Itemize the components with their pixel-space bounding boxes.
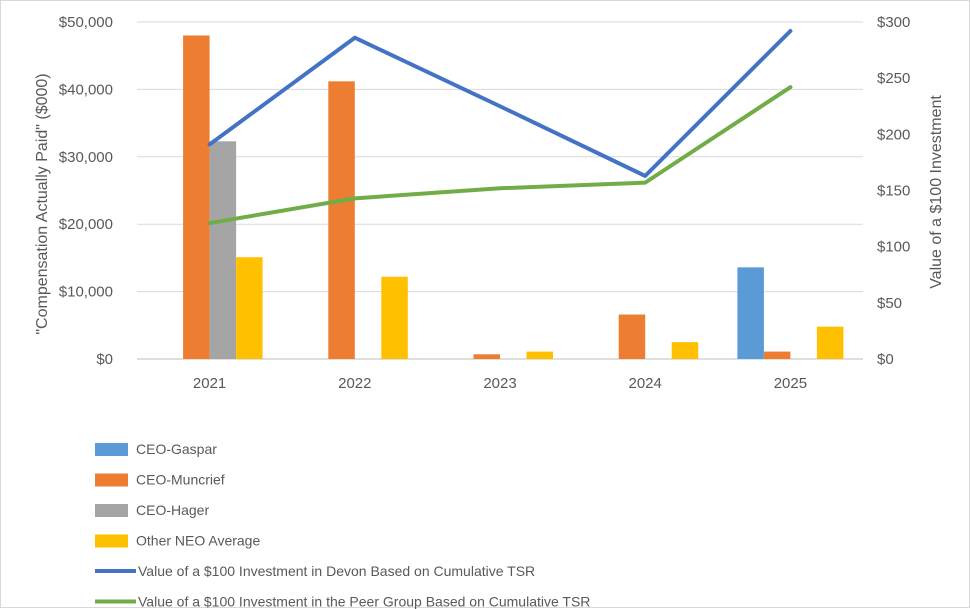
y2-tick-label: $150 [877,183,910,200]
legend-label: CEO-Muncrief [136,472,225,488]
y-tick-label: $30,000 [59,149,113,166]
legend-label: CEO-Hager [136,502,209,518]
x-tick-label: 2022 [338,375,371,392]
y2-tick-label: $50 [877,295,902,312]
y2-tick-label: $0 [877,351,894,368]
bar-ceo-hager [210,141,237,359]
bar-ceo-muncrief [619,315,646,359]
x-tick-label: 2023 [483,375,516,392]
bar-ceo-muncrief [183,35,210,359]
bar-other-neo-average [527,352,554,359]
tsr-lines [210,31,791,223]
legend-label: Value of a $100 Investment in the Peer G… [138,594,590,609]
legend-swatch [95,535,128,548]
y2-tick-label: $200 [877,126,910,143]
legend-swatch [95,443,128,456]
legend-swatch [95,474,128,487]
y2-tick-label: $250 [877,70,910,87]
legend-label: Value of a $100 Investment in Devon Base… [138,563,535,579]
x-tick-label: 2021 [193,375,226,392]
bar-ceo-gaspar [737,267,764,359]
legend-swatch [95,504,128,517]
devon-tsr-line [210,31,791,176]
bar-other-neo-average [817,327,844,359]
legend-label: CEO-Gaspar [136,441,217,457]
bar-other-neo-average [672,342,699,359]
bar-other-neo-average [236,257,263,359]
x-tick-label: 2025 [774,375,807,392]
y-tick-label: $10,000 [59,284,113,301]
bar-other-neo-average [381,277,408,359]
y-tick-label: $40,000 [59,81,113,98]
legend-label: Other NEO Average [136,533,260,549]
y-tick-label: $20,000 [59,216,113,233]
y-tick-label: $50,000 [59,14,113,31]
y2-tick-label: $300 [877,14,910,31]
bar-ceo-muncrief [328,81,355,359]
legend: CEO-Gaspar CEO-Muncrief CEO-Hager Other NEO… [95,441,590,609]
bar-ceo-muncrief [764,352,791,359]
y-axis-title: "Compensation Actually Paid" ($000) [34,73,51,334]
bar-ceo-muncrief [474,354,501,359]
bars [183,35,843,359]
y2-axis-title: Value of a $100 Investment [928,95,945,289]
y2-tick-label: $100 [877,239,910,256]
x-tick-label: 2024 [629,375,662,392]
y-tick-label: $0 [96,351,113,368]
